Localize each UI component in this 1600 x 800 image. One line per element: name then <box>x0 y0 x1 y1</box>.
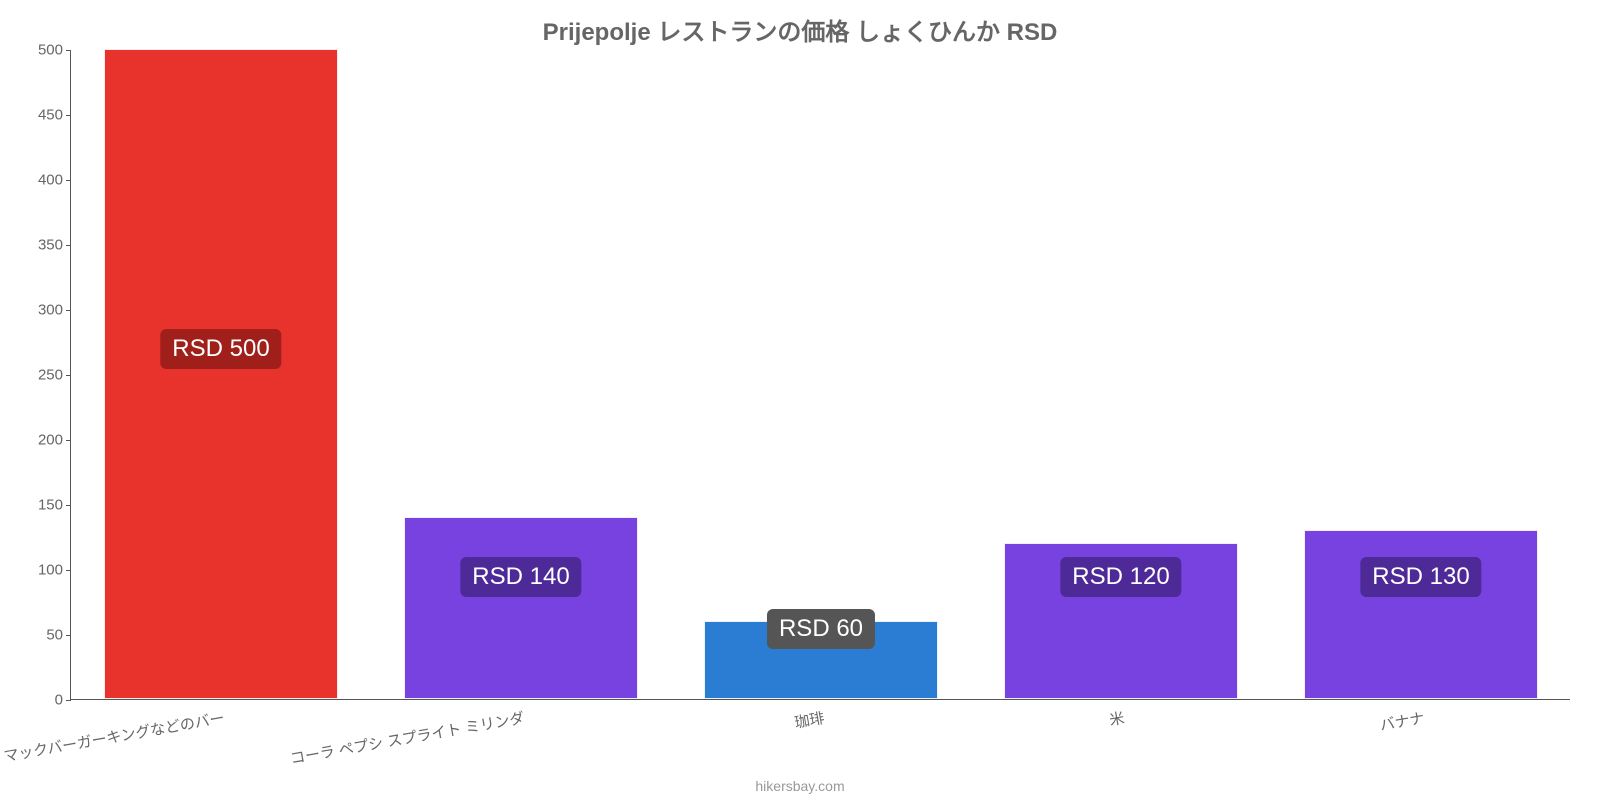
bar-value-label: RSD 60 <box>767 609 875 649</box>
bar <box>104 49 338 699</box>
bars-container: RSD 500 RSD 140 RSD 60 RSD 120 RSD 130 <box>71 50 1570 699</box>
y-tick-label: 200 <box>21 432 63 449</box>
attribution-text: hikersbay.com <box>0 778 1600 794</box>
y-tick-label: 350 <box>21 237 63 254</box>
y-tick-label: 100 <box>21 562 63 579</box>
bar <box>1304 530 1538 699</box>
y-tick-label: 50 <box>21 627 63 644</box>
y-tick-label: 250 <box>21 367 63 384</box>
x-tick-label: 米 <box>1106 699 1126 730</box>
y-tick-label: 450 <box>21 107 63 124</box>
x-tick-label: バナナ <box>1377 699 1426 735</box>
y-tick-label: 150 <box>21 497 63 514</box>
bar-value-label: RSD 140 <box>460 557 581 597</box>
bar-value-label: RSD 120 <box>1060 557 1181 597</box>
chart-title: Prijepolje レストランの価格 しょくひんか RSD <box>0 0 1600 47</box>
y-tick-label: 500 <box>21 42 63 59</box>
x-tick-label: コーラ ペプシ スプライト ミリンダ <box>287 699 526 769</box>
plot-area: 050100150200250300350400450500 RSD 500RS… <box>70 50 1570 700</box>
y-tick-label: 400 <box>21 172 63 189</box>
bar-value-label: RSD 130 <box>1360 557 1481 597</box>
x-tick-label: マックバーガーキングなどのバー <box>1 699 226 766</box>
y-tick-mark <box>66 700 71 701</box>
y-tick-label: 300 <box>21 302 63 319</box>
x-tick-label: 珈琲 <box>791 699 826 733</box>
y-tick-label: 0 <box>21 692 63 709</box>
bar <box>404 517 638 699</box>
bar-value-label: RSD 500 <box>160 329 281 369</box>
